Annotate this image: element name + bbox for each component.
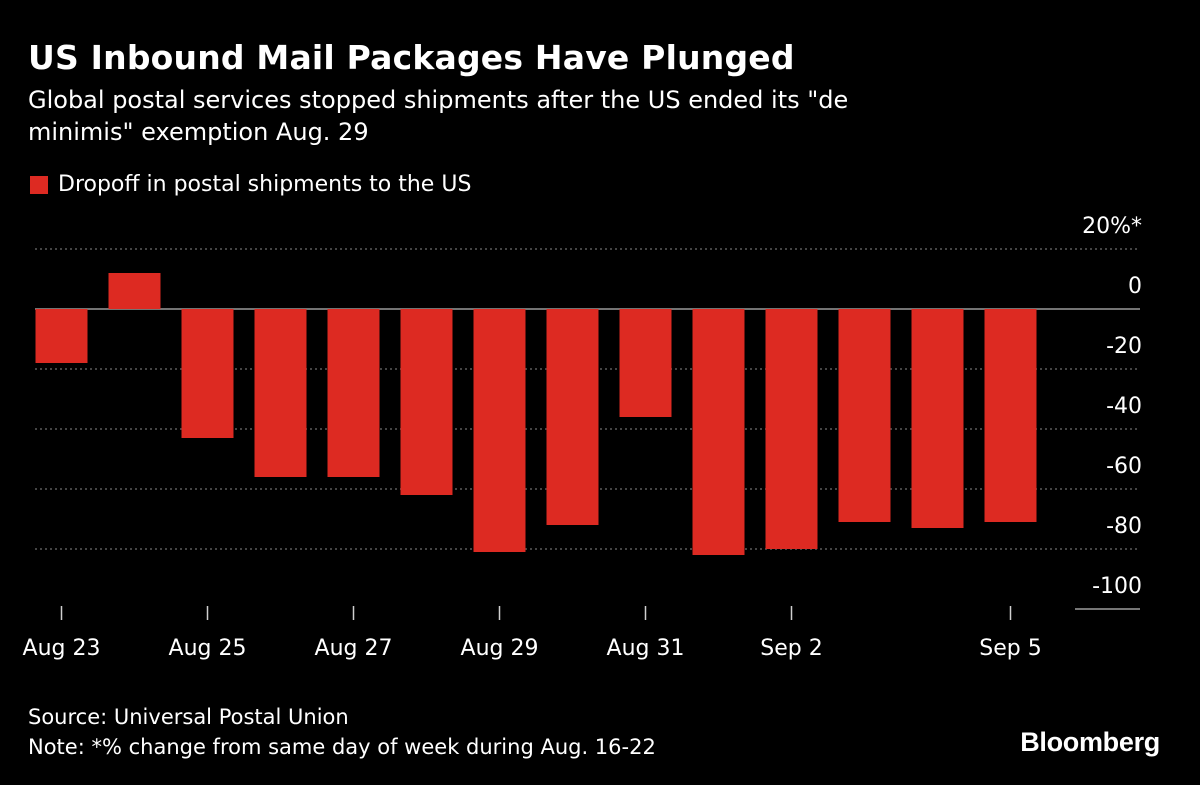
bar bbox=[400, 309, 453, 495]
bar bbox=[619, 309, 672, 417]
bar bbox=[108, 273, 161, 309]
bar bbox=[765, 309, 818, 549]
y-tick-label: -40 bbox=[1106, 394, 1142, 419]
bar bbox=[911, 309, 964, 528]
legend-label: Dropoff in postal shipments to the US bbox=[58, 172, 472, 197]
bar bbox=[181, 309, 234, 438]
footnote: Note: *% change from same day of week du… bbox=[28, 735, 656, 759]
bar bbox=[327, 309, 380, 477]
footer: Source: Universal Postal Union Note: *% … bbox=[28, 702, 656, 762]
y-tick-label: -100 bbox=[1092, 574, 1142, 599]
legend-swatch bbox=[30, 175, 48, 194]
y-tick-label: 0 bbox=[1128, 274, 1142, 299]
x-tick-label: Aug 23 bbox=[23, 636, 101, 661]
bloomberg-logo: Bloomberg bbox=[1020, 727, 1160, 757]
bar bbox=[473, 309, 526, 552]
x-tick-label: Aug 27 bbox=[315, 636, 393, 661]
legend: Dropoff in postal shipments to the US bbox=[30, 172, 471, 197]
bar bbox=[546, 309, 599, 525]
bar bbox=[984, 309, 1037, 522]
x-tick-label: Sep 2 bbox=[760, 636, 822, 661]
source-note: Source: Universal Postal Union bbox=[28, 705, 349, 729]
y-tick-label: -20 bbox=[1106, 334, 1142, 359]
x-tick-label: Aug 29 bbox=[461, 636, 539, 661]
y-tick-label: -60 bbox=[1106, 454, 1142, 479]
chart-subtitle: Global postal services stopped shipments… bbox=[28, 86, 849, 146]
y-tick-label: 20%* bbox=[1082, 214, 1142, 239]
bar bbox=[692, 309, 745, 555]
bar bbox=[838, 309, 891, 522]
x-tick-label: Sep 5 bbox=[979, 636, 1041, 661]
x-tick-label: Aug 31 bbox=[607, 636, 685, 661]
chart-title: US Inbound Mail Packages Have Plunged bbox=[28, 38, 795, 77]
x-tick-label: Aug 25 bbox=[169, 636, 247, 661]
y-tick-label: -80 bbox=[1106, 514, 1142, 539]
bar bbox=[35, 309, 88, 363]
bar bbox=[254, 309, 307, 477]
bar-chart: 20%* 0 -20 -40 -60 -80 -100 Aug 23 Aug 25 Aug 27 A… bbox=[23, 214, 1142, 661]
